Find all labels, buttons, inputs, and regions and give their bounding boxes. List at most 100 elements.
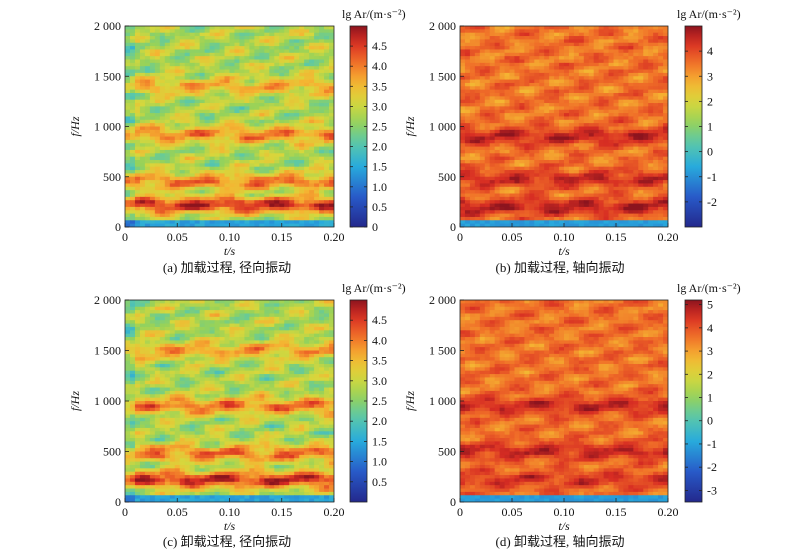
heatmap-cell [274,163,280,168]
heatmap-cell [174,89,181,94]
heatmap-cell [179,72,186,77]
heatmap-cell [219,62,226,67]
heatmap-cell [618,123,625,128]
heatmap-cell [583,176,590,181]
heatmap-cell [289,76,295,81]
heatmap-cell [299,220,305,225]
heatmap-cell [209,123,216,128]
heatmap-cell [568,176,575,181]
heatmap-cell [289,139,295,144]
heatmap-cell [279,93,285,97]
heatmap-cell [149,66,156,71]
heatmap-cell [593,93,600,97]
heatmap-cell [169,129,176,134]
heatmap-cell [613,203,620,208]
heatmap-cell [544,196,550,201]
heatmap-cell [469,113,476,118]
heatmap-cell [324,136,330,141]
heatmap-cell [613,29,620,34]
heatmap-cell [125,109,131,114]
heatmap-cell [134,36,141,40]
heatmap-cell [598,72,605,77]
heatmap-cell [289,156,295,161]
heatmap-cell [648,136,654,141]
heatmap-cell [299,89,305,94]
heatmap-cell [474,89,481,94]
heatmap-cell [229,129,236,134]
heatmap-cell [289,153,295,158]
heatmap-cell [159,56,166,61]
heatmap-cell [274,116,280,121]
heatmap-cell [504,180,511,185]
heatmap-cell [593,196,600,201]
heatmap-cell [289,160,295,164]
heatmap-cell [169,139,176,144]
heatmap-cell [603,170,610,174]
heatmap-cell [559,206,565,211]
heatmap-cell [129,29,136,34]
heatmap-cell [184,123,191,128]
heatmap-cell [568,79,575,84]
heatmap-cell [593,103,600,107]
heatmap-cell [319,206,325,211]
heatmap-cell [504,123,511,128]
heatmap-cell [309,153,315,158]
heatmap-cell [234,170,241,174]
heatmap-cell [559,166,565,171]
heatmap-cell [603,176,610,181]
heatmap-cell [658,143,664,148]
heatmap-cell [139,39,146,44]
heatmap-cell [259,72,265,77]
heatmap-cell [524,89,530,94]
heatmap-cell [643,113,649,118]
heatmap-cell [653,86,659,91]
heatmap-cell [623,190,629,195]
heatmap-cell [613,129,620,134]
heatmap-cell [573,99,580,104]
heatmap-cell [209,29,216,34]
heatmap-cell [149,59,156,64]
heatmap-cell [578,216,585,221]
heatmap-cell [623,193,629,198]
heatmap-cell [279,123,285,128]
heatmap-cell [529,89,535,94]
heatmap-cell [623,143,629,148]
heatmap-cell [229,203,236,208]
heatmap-cell [254,170,260,174]
heatmap-cell [539,89,545,94]
heatmap-cell [658,49,664,54]
heatmap-cell [189,183,196,188]
heatmap-cell [184,190,191,195]
heatmap-cell [234,93,241,97]
heatmap-cell [504,129,511,134]
heatmap-cell [304,69,310,74]
heatmap-cell [464,206,471,211]
heatmap-cell [539,36,545,40]
heatmap-cell [663,93,668,97]
heatmap-cell [224,193,231,198]
heatmap-cell [179,76,186,81]
heatmap-cell [209,180,216,185]
heatmap-cell [214,26,221,30]
heatmap-cell [189,166,196,171]
heatmap-cell [628,136,634,141]
heatmap-cell [199,113,206,118]
heatmap-cell [224,170,231,174]
heatmap-cell [514,99,521,104]
heatmap-cell [460,89,466,94]
heatmap-cell [329,46,334,51]
heatmap-cell [658,160,664,164]
heatmap-cell [144,82,151,87]
heatmap-cell [249,156,255,161]
heatmap-cell [568,136,575,141]
heatmap-cell [149,109,156,114]
heatmap-cell [189,113,196,118]
heatmap-cell [274,203,280,208]
heatmap-cell [144,103,151,107]
heatmap-cell [184,66,191,71]
heatmap-cell [504,196,511,201]
heatmap-cell [519,156,525,161]
heatmap-cell [139,133,146,138]
heatmap-cell [638,82,644,87]
